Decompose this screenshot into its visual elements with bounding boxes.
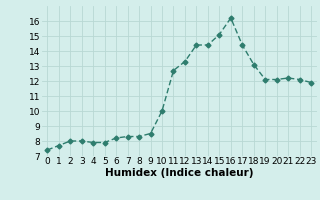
X-axis label: Humidex (Indice chaleur): Humidex (Indice chaleur) bbox=[105, 168, 253, 178]
